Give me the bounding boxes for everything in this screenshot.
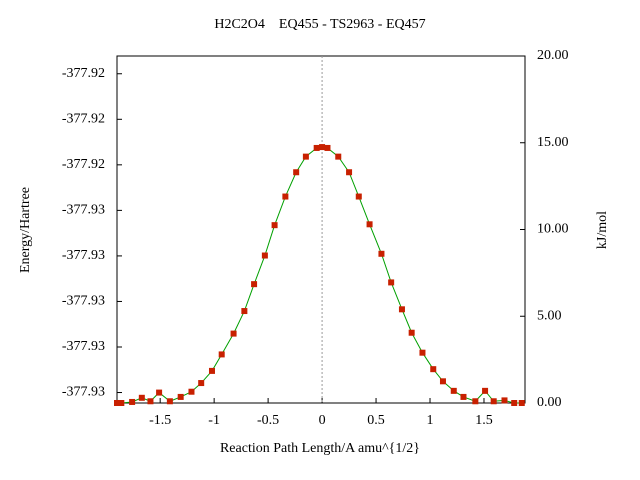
data-point bbox=[398, 306, 405, 313]
data-point bbox=[230, 330, 237, 337]
data-point bbox=[302, 153, 309, 160]
data-line bbox=[117, 146, 522, 404]
data-point bbox=[511, 400, 518, 406]
y2-axis-label: kJ/mol bbox=[595, 211, 610, 249]
data-point bbox=[346, 169, 353, 176]
y2-tick-label: 10.00 bbox=[537, 222, 569, 237]
data-point bbox=[188, 388, 195, 395]
data-point bbox=[319, 144, 326, 151]
x-tick-label: -1.5 bbox=[149, 413, 171, 428]
data-point bbox=[501, 397, 508, 404]
data-point bbox=[114, 400, 120, 406]
y-tick-label: -377.93 bbox=[62, 203, 105, 218]
data-point bbox=[355, 193, 362, 200]
x-tick-label: 0 bbox=[319, 413, 326, 428]
y-tick-label: -377.93 bbox=[62, 248, 105, 263]
y-tick-label: -377.92 bbox=[62, 66, 105, 81]
data-point bbox=[261, 252, 268, 259]
data-point bbox=[490, 398, 497, 405]
y-tick-label: -377.93 bbox=[62, 339, 105, 354]
y-tick-label: -377.93 bbox=[62, 385, 105, 400]
data-point bbox=[518, 400, 525, 406]
data-point bbox=[156, 389, 163, 396]
y2-tick-label: 15.00 bbox=[537, 135, 569, 150]
data-point bbox=[460, 393, 467, 400]
x-tick-label: 0.5 bbox=[367, 413, 385, 428]
chart-title: H2C2O4 EQ455 - TS2963 - EQ457 bbox=[214, 17, 425, 32]
data-point bbox=[439, 378, 446, 385]
data-point bbox=[208, 367, 215, 374]
y-tick-label: -377.92 bbox=[62, 112, 105, 127]
data-point bbox=[335, 153, 342, 160]
y2-tick-label: 20.00 bbox=[537, 48, 569, 63]
y2-tick-label: 0.00 bbox=[537, 395, 562, 410]
x-axis-label: Reaction Path Length/A amu^{1/2} bbox=[220, 441, 420, 456]
plot-frame bbox=[116, 55, 526, 404]
y-tick-label: -377.93 bbox=[62, 294, 105, 309]
data-point bbox=[450, 387, 457, 394]
data-point bbox=[472, 398, 479, 405]
x-tick-label: 1.5 bbox=[475, 413, 493, 428]
data-point bbox=[147, 398, 154, 405]
x-tick-label: 1 bbox=[427, 413, 434, 428]
data-point bbox=[324, 144, 331, 151]
x-tick-label: -0.5 bbox=[257, 413, 279, 428]
y-tick-label: -377.92 bbox=[62, 157, 105, 172]
data-point bbox=[241, 308, 248, 315]
data-point bbox=[366, 221, 373, 228]
data-point bbox=[251, 281, 258, 288]
data-point bbox=[271, 222, 278, 229]
data-point bbox=[419, 349, 426, 356]
data-point bbox=[198, 380, 205, 387]
data-point bbox=[408, 329, 415, 336]
y-axis-label: Energy/Hartree bbox=[18, 187, 33, 273]
data-point bbox=[378, 250, 385, 257]
data-point bbox=[482, 387, 489, 394]
x-tick-label: -1 bbox=[208, 413, 220, 428]
data-point bbox=[388, 279, 395, 286]
data-point bbox=[430, 366, 437, 373]
data-point bbox=[129, 398, 136, 405]
y2-tick-label: 5.00 bbox=[537, 308, 562, 323]
data-point bbox=[118, 400, 125, 406]
data-point bbox=[166, 398, 173, 405]
data-point bbox=[218, 351, 225, 358]
data-point bbox=[282, 193, 289, 200]
data-point bbox=[313, 144, 320, 151]
data-point bbox=[177, 393, 184, 400]
data-point bbox=[138, 394, 145, 401]
data-point bbox=[293, 169, 300, 176]
